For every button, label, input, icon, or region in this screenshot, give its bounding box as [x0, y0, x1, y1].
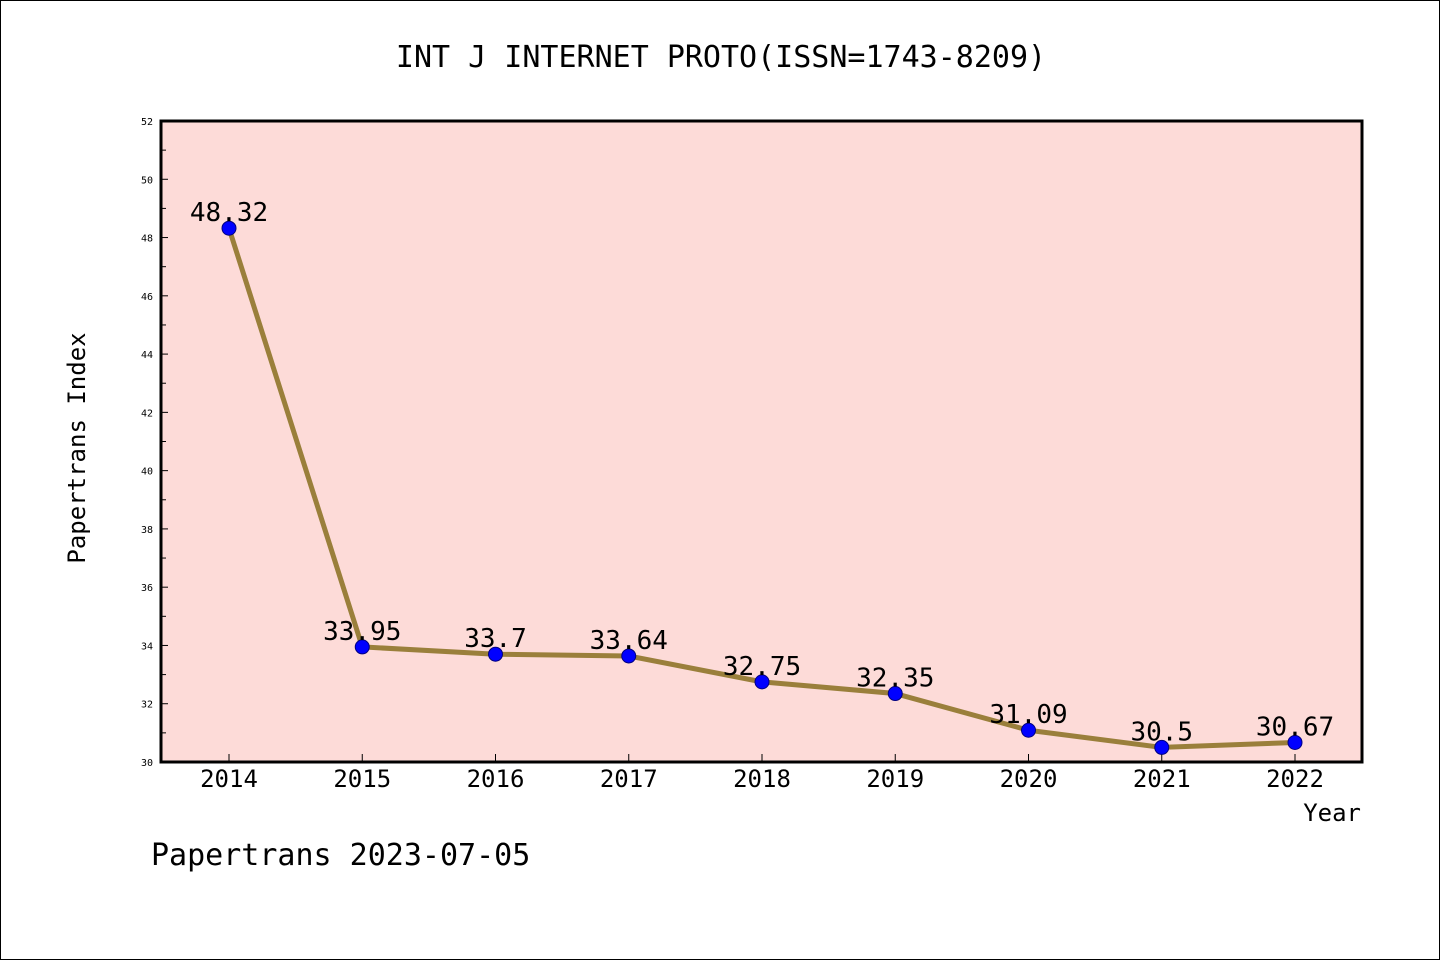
- data-label: 32.35: [856, 664, 934, 694]
- data-point: [354, 639, 370, 655]
- y-tick-label: 42: [141, 408, 153, 419]
- y-tick-label: 38: [141, 525, 153, 536]
- data-point: [221, 220, 237, 236]
- data-point: [754, 674, 770, 690]
- data-label: 33.64: [590, 626, 668, 656]
- x-tick-label: 2018: [733, 765, 791, 793]
- y-tick-label: 50: [141, 175, 153, 186]
- y-tick-label: 30: [141, 758, 153, 769]
- x-tick-label: 2014: [200, 765, 258, 793]
- plot-border: [159, 119, 1364, 764]
- data-point: [1154, 739, 1170, 755]
- x-tick-label: 2015: [333, 765, 391, 793]
- x-tick-label: 2020: [1000, 765, 1058, 793]
- data-label: 32.75: [723, 652, 801, 682]
- y-tick-label: 52: [141, 117, 153, 128]
- data-label: 33.7: [464, 624, 527, 654]
- x-axis-title: Year: [1303, 799, 1361, 827]
- y-tick-label: 44: [141, 350, 153, 361]
- y-tick-label: 46: [141, 292, 153, 303]
- data-point: [1021, 722, 1036, 738]
- y-tick-label: 34: [141, 641, 153, 652]
- data-point: [1287, 734, 1303, 750]
- x-tick-label: 2016: [467, 765, 525, 793]
- x-tick-label: 2017: [600, 765, 658, 793]
- data-label: 48.32: [190, 198, 268, 228]
- data-label: 31.09: [989, 700, 1067, 730]
- plot-area: [161, 121, 1362, 762]
- data-labels: 48.32 33.95 33.7 33.64 32.75 32.35 31.09 30.5 30…: [190, 198, 1334, 747]
- chart-title: INT J INTERNET PROTO(ISSN=1743-8209): [396, 40, 1046, 75]
- x-tick-label: 2021: [1133, 765, 1191, 793]
- data-point: [887, 686, 903, 702]
- data-points: [221, 220, 1303, 755]
- y-tick-label: 48: [141, 234, 153, 245]
- x-tick-label: 2019: [866, 765, 924, 793]
- data-label: 30.5: [1130, 717, 1193, 747]
- y-tick-label: 36: [141, 583, 153, 594]
- y-axis-title: Papertrans Index: [63, 332, 91, 563]
- y-tick-label: 40: [141, 467, 153, 478]
- x-tick-label: 2022: [1266, 765, 1324, 793]
- y-tick-label: 32: [141, 700, 153, 711]
- data-point: [621, 648, 637, 664]
- data-point: [488, 646, 503, 662]
- footer-text: Papertrans 2023-07-05: [151, 838, 530, 873]
- x-axis: 2014 2015 2016 2017 2018 2019 2020 2021 2022: [200, 754, 1324, 793]
- data-label: 33.95: [323, 617, 401, 647]
- data-label: 30.67: [1256, 712, 1334, 742]
